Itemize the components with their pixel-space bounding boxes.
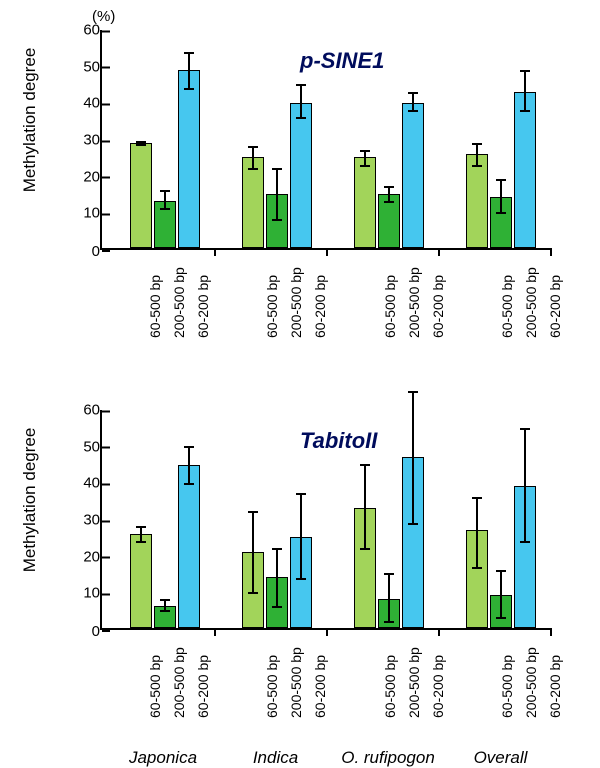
group-label: Overall xyxy=(474,748,528,768)
y-tick: 10 xyxy=(70,585,100,602)
y-tick: 40 xyxy=(70,95,100,112)
figure: Methylation degree(%)1020304050600p-SINE… xyxy=(0,0,600,761)
group-labels: Japonica Indica O. rufipogon Overall xyxy=(100,748,550,768)
bar-x-label: 200-500 bp xyxy=(171,647,187,718)
bar-group xyxy=(115,410,214,628)
bar xyxy=(178,465,200,629)
group-label: O. rufipogon xyxy=(341,748,435,768)
panel-p-SINE1: Methylation degree(%)1020304050600p-SINE… xyxy=(20,10,580,360)
y-tick: 60 xyxy=(70,402,100,419)
y-tick: 30 xyxy=(70,132,100,149)
bar-x-label: 60-500 bp xyxy=(147,275,163,338)
bar-x-label: 200-500 bp xyxy=(288,267,304,338)
bar xyxy=(290,103,312,248)
bar xyxy=(402,103,424,248)
y-tick: 30 xyxy=(70,512,100,529)
bar-x-label: 60-500 bp xyxy=(382,655,398,718)
bar-x-label: 200-500 bp xyxy=(523,647,539,718)
bar xyxy=(466,154,488,248)
bar xyxy=(354,157,376,248)
bar-x-label: 200-500 bp xyxy=(406,647,422,718)
panel-TabitoII: Methylation degree 10 20 30 40 50 60 0 TabitoII 6… xyxy=(20,390,580,740)
y-axis-label: Methylation degree xyxy=(20,48,40,193)
bar-x-label: 60-500 bp xyxy=(264,275,280,338)
bar xyxy=(514,92,536,248)
bar xyxy=(378,599,400,628)
bar-x-label: 60-200 bp xyxy=(312,655,328,718)
x-labels: 60-500 bp 200-500 bp 60-200 bp 60-500 bp 200… xyxy=(100,640,550,740)
bar-x-label: 60-200 bp xyxy=(547,275,563,338)
bar xyxy=(242,157,264,248)
bar xyxy=(490,197,512,248)
bar-x-label: 60-200 bp xyxy=(195,655,211,718)
bar xyxy=(354,508,376,628)
bar-x-label: 60-200 bp xyxy=(430,275,446,338)
bar-x-label: 60-200 bp xyxy=(430,655,446,718)
bar-group xyxy=(451,30,550,248)
bar xyxy=(466,530,488,628)
bar-group xyxy=(115,30,214,248)
y-tick: 50 xyxy=(70,438,100,455)
bar-x-label: 60-500 bp xyxy=(382,275,398,338)
bar-x-label: 200-500 bp xyxy=(171,267,187,338)
x-labels: 60-500 bp 200-500 bp 60-200 bp 60-500 bp 200… xyxy=(100,260,550,360)
bar-x-label: 60-500 bp xyxy=(147,655,163,718)
bar xyxy=(402,457,424,628)
bar-x-label: 60-500 bp xyxy=(499,655,515,718)
bar xyxy=(178,70,200,248)
bar xyxy=(290,537,312,628)
group-label: Japonica xyxy=(129,748,197,768)
bar xyxy=(154,606,176,628)
bar-x-label: 60-200 bp xyxy=(195,275,211,338)
group-label: Indica xyxy=(253,748,298,768)
bar-x-label: 60-200 bp xyxy=(312,275,328,338)
bar xyxy=(154,201,176,248)
y-tick: 40 xyxy=(70,475,100,492)
chart-title: TabitoII xyxy=(300,428,377,454)
bar xyxy=(514,486,536,628)
bar xyxy=(378,194,400,249)
bar-x-label: 200-500 bp xyxy=(288,647,304,718)
chart-title: p-SINE1 xyxy=(300,48,384,74)
y-tick: 10 xyxy=(70,205,100,222)
y-tick: 20 xyxy=(70,168,100,185)
y-tick: 20 xyxy=(70,548,100,565)
bar-x-label: 200-500 bp xyxy=(523,267,539,338)
bar-x-label: 60-500 bp xyxy=(499,275,515,338)
bar-x-label: 200-500 bp xyxy=(406,267,422,338)
y-tick-zero: 0 xyxy=(70,243,100,260)
bar-x-label: 60-500 bp xyxy=(264,655,280,718)
y-tick: 50 xyxy=(70,58,100,75)
y-axis-label: Methylation degree xyxy=(20,428,40,573)
bar xyxy=(266,577,288,628)
bar-x-label: 60-200 bp xyxy=(547,655,563,718)
bar xyxy=(130,534,152,628)
bar xyxy=(130,143,152,248)
bar xyxy=(490,595,512,628)
bar xyxy=(242,552,264,628)
y-tick: 60 xyxy=(70,22,100,39)
bar-group xyxy=(451,410,550,628)
bar xyxy=(266,194,288,249)
y-tick-zero: 0 xyxy=(70,623,100,640)
